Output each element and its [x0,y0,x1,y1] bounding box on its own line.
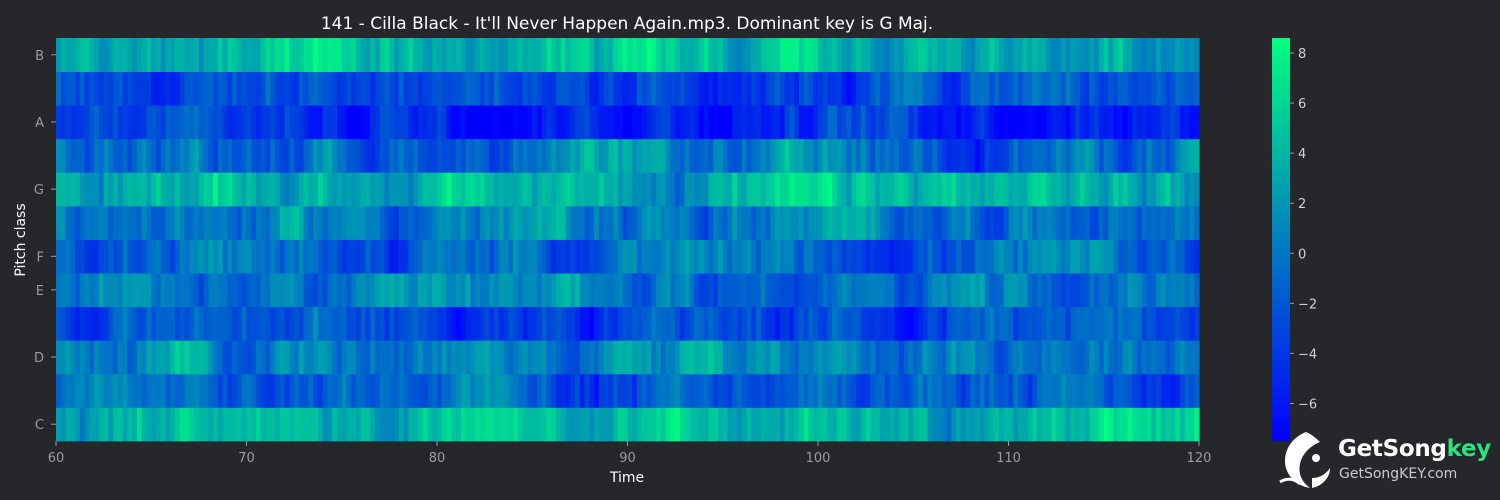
getsongkey-logo: GetSongkey GetSongKEY.com [1276,428,1496,494]
heatmap-row-D# [56,306,1200,341]
y-tick-label: C [35,418,44,433]
heatmap-row-F# [56,205,1200,240]
heatmap-row-F [56,239,1200,274]
y-tick-label: F [37,250,44,265]
x-tick-label: 80 [429,451,446,466]
colorbar-tick-label: −6 [1298,397,1317,412]
x-axis-label: Time [609,470,644,486]
colorbar-tick-label: 4 [1298,147,1306,162]
y-tick-label: E [36,284,44,299]
heatmap-row-C [56,407,1200,442]
heatmap-row-D [56,340,1200,375]
colorbar-tick-label: 8 [1298,47,1306,62]
colorbar-ticks: 8 6 4 2 0 −2 −4 −6 [1290,47,1317,412]
colorbar-tick-label: 0 [1298,247,1306,262]
logo-url: GetSongKEY.com [1339,466,1458,482]
colorbar-tick-label: 2 [1298,197,1306,212]
bird-logo-icon [1279,432,1330,488]
x-tick-label: 100 [806,451,831,466]
heatmap-row-B [56,38,1200,72]
heatmap-row-A [56,105,1200,140]
x-tick-label: 120 [1187,451,1212,466]
chart-title: 141 - Cilla Black - It'll Never Happen A… [321,14,933,34]
heatmap-row-E [56,273,1200,308]
y-tick-label: G [34,183,44,198]
x-tick-label: 90 [619,451,636,466]
y-tick-label: B [35,49,44,64]
colorbar-tick-label: −4 [1298,347,1317,362]
heatmap-row-A# [56,71,1200,106]
y-tick-label: A [35,116,44,131]
heatmap-row-G [56,172,1200,207]
heatmap [56,38,1200,442]
colorbar-tick-label: −2 [1298,297,1317,312]
heatmap-row-C# [56,373,1200,408]
y-tick-label: D [34,351,44,366]
x-tick-label: 110 [996,451,1021,466]
y-axis-label: Pitch class [13,203,29,276]
colorbar-tick-label: 6 [1298,97,1306,112]
x-axis: 60 70 80 90 100 110 120 [48,441,1212,466]
heatmap-row-G# [56,138,1200,173]
colorbar [1272,38,1290,441]
x-tick-label: 60 [48,451,65,466]
y-axis: C D E F G A B [34,49,56,433]
logo-name: GetSongkey [1338,436,1491,462]
x-tick-label: 70 [238,451,255,466]
